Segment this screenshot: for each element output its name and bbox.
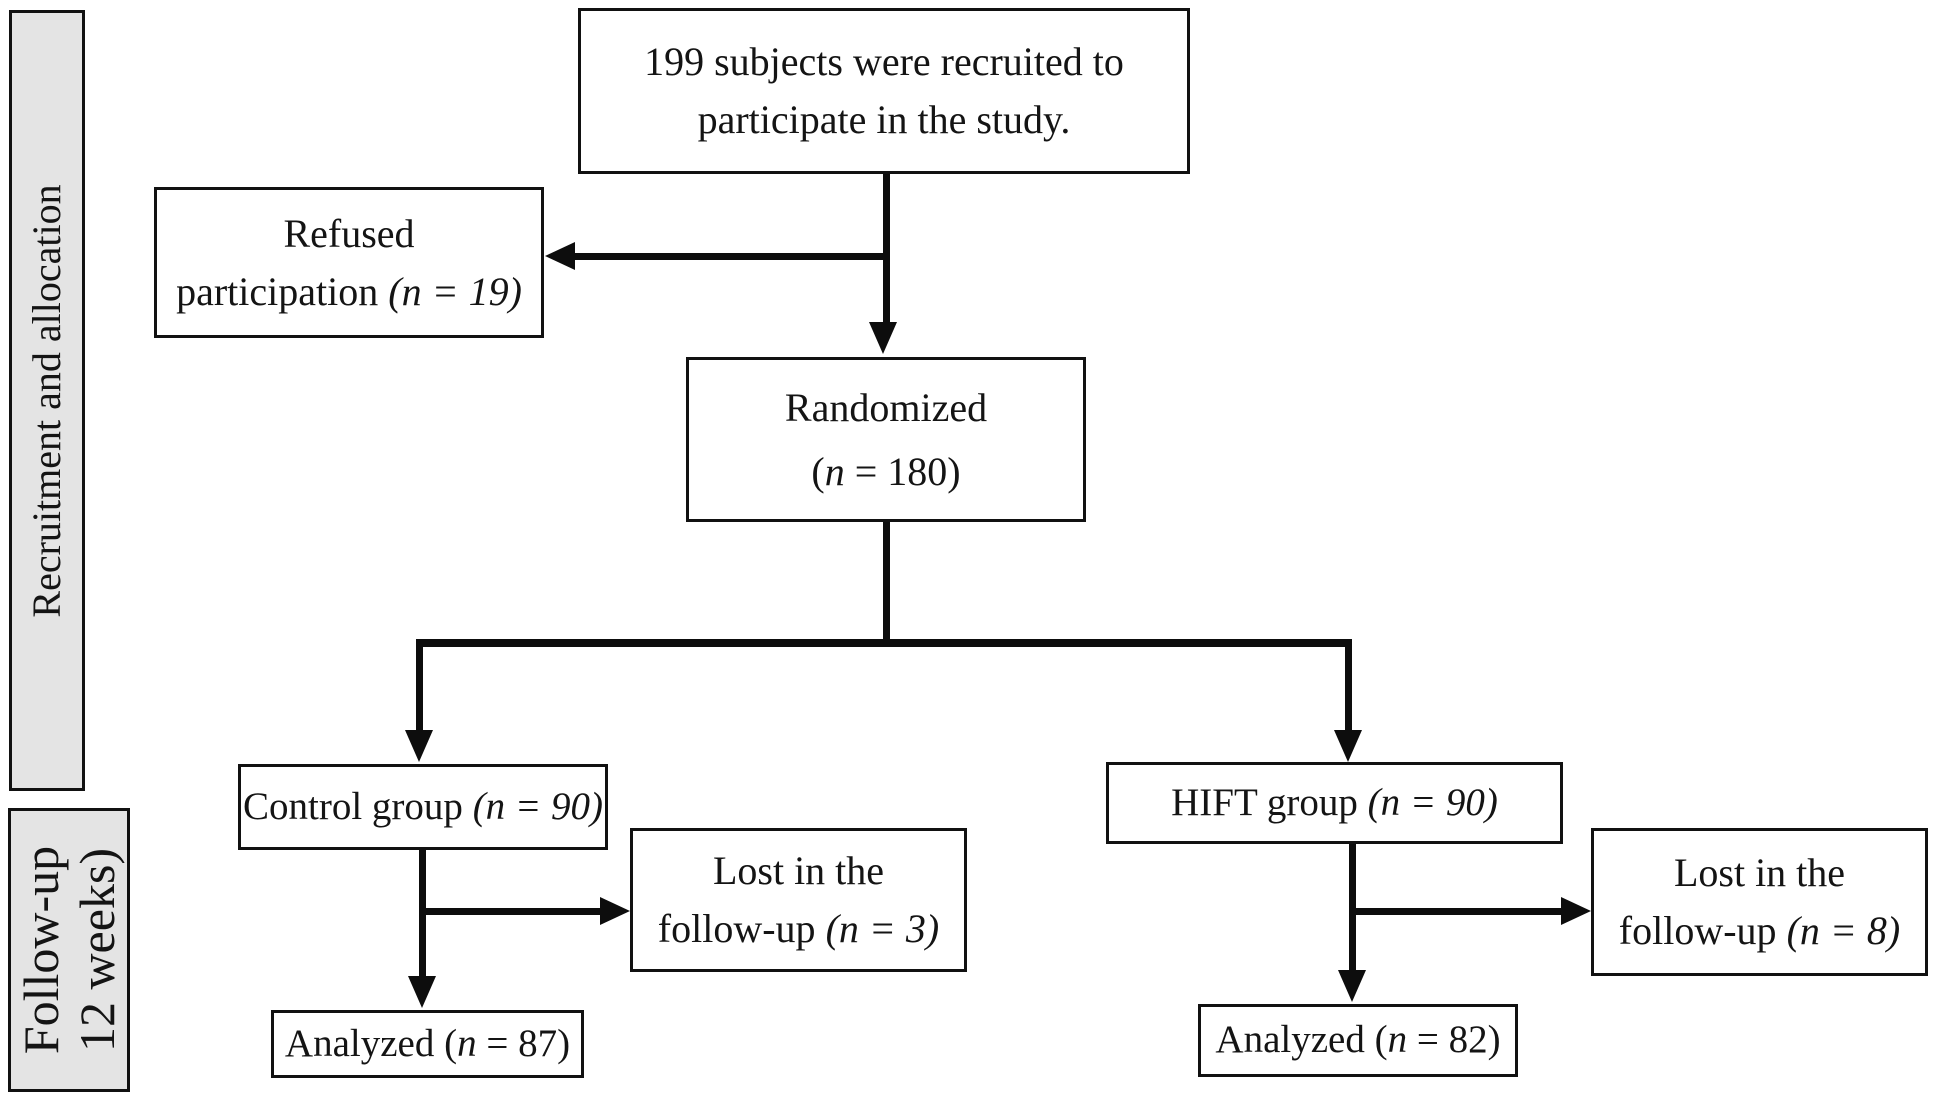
node-refused-participation: Refused participation (n = 19)	[154, 187, 544, 338]
connector-randomized-to-split	[883, 518, 890, 646]
node-hift-group-label: HIFT group (n = 90)	[1171, 780, 1498, 824]
connector-control-to-lost	[419, 908, 600, 915]
node-recruited: 199 subjects were recruited to participat…	[578, 8, 1190, 174]
node-analyzed-hift-label: Analyzed (n = 82)	[1215, 1018, 1501, 1062]
node-control-group-label: Control group (n = 90)	[243, 784, 603, 828]
arrowhead-lost3-icon	[600, 897, 630, 925]
node-analyzed-control: Analyzed (n = 87)	[271, 1010, 584, 1078]
node-randomized: Randomized (n = 180)	[686, 357, 1086, 522]
phase-band-recruitment-label: Recruitment and allocation	[24, 183, 69, 618]
node-recruited-label: 199 subjects were recruited to participat…	[644, 39, 1124, 142]
node-control-group: Control group (n = 90)	[238, 764, 608, 850]
node-lost-followup-hift: Lost in the follow-up (n = 8)	[1591, 828, 1928, 976]
arrowhead-randomized-icon	[869, 322, 897, 354]
arrowhead-refused-icon	[545, 242, 575, 270]
arrowhead-hift-icon	[1334, 730, 1362, 762]
node-refused-label: Refused participation (n = 19)	[176, 210, 522, 314]
arrowhead-analyzed87-icon	[408, 976, 436, 1008]
phase-band-followup: Follow-up 12 weeks)	[8, 808, 130, 1092]
arrowhead-control-icon	[405, 730, 433, 762]
connector-hift-to-lost	[1349, 908, 1561, 915]
arrowhead-analyzed82-icon	[1338, 970, 1366, 1002]
node-analyzed-hift: Analyzed (n = 82)	[1198, 1004, 1518, 1077]
phase-band-recruitment: Recruitment and allocation	[9, 10, 85, 791]
node-analyzed-control-label: Analyzed (n = 87)	[284, 1021, 571, 1065]
node-lost-followup-hift-label: Lost in the follow-up (n = 8)	[1618, 850, 1901, 953]
connector-allocation-split	[416, 639, 1352, 647]
node-hift-group: HIFT group (n = 90)	[1106, 762, 1563, 844]
connector-recruited-to-randomized	[883, 172, 890, 324]
connector-to-refused	[575, 253, 887, 260]
connector-split-to-control	[416, 639, 423, 732]
connector-split-to-hift	[1345, 639, 1352, 732]
connector-hift-to-analyzed	[1349, 843, 1356, 972]
node-lost-followup-control-label: Lost in the follow-up (n = 3)	[657, 848, 940, 951]
arrowhead-lost8-icon	[1561, 897, 1591, 925]
phase-band-followup-label: Follow-up 12 weeks)	[13, 845, 125, 1055]
node-lost-followup-control: Lost in the follow-up (n = 3)	[630, 828, 967, 972]
node-randomized-label: Randomized (n = 180)	[784, 384, 988, 494]
